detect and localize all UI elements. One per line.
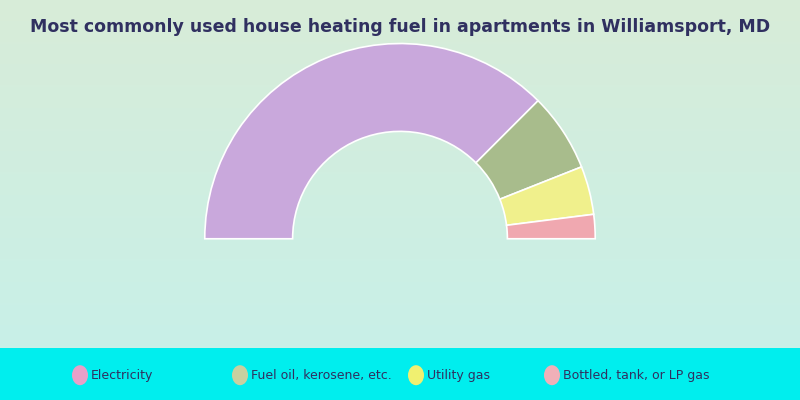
Wedge shape [506, 214, 595, 239]
Text: Utility gas: Utility gas [427, 369, 490, 382]
Text: Fuel oil, kerosene, etc.: Fuel oil, kerosene, etc. [251, 369, 392, 382]
Wedge shape [500, 167, 594, 225]
Wedge shape [476, 101, 582, 199]
Text: Most commonly used house heating fuel in apartments in Williamsport, MD: Most commonly used house heating fuel in… [30, 18, 770, 36]
Text: Electricity: Electricity [91, 369, 154, 382]
Text: Bottled, tank, or LP gas: Bottled, tank, or LP gas [563, 369, 710, 382]
Wedge shape [205, 44, 538, 239]
